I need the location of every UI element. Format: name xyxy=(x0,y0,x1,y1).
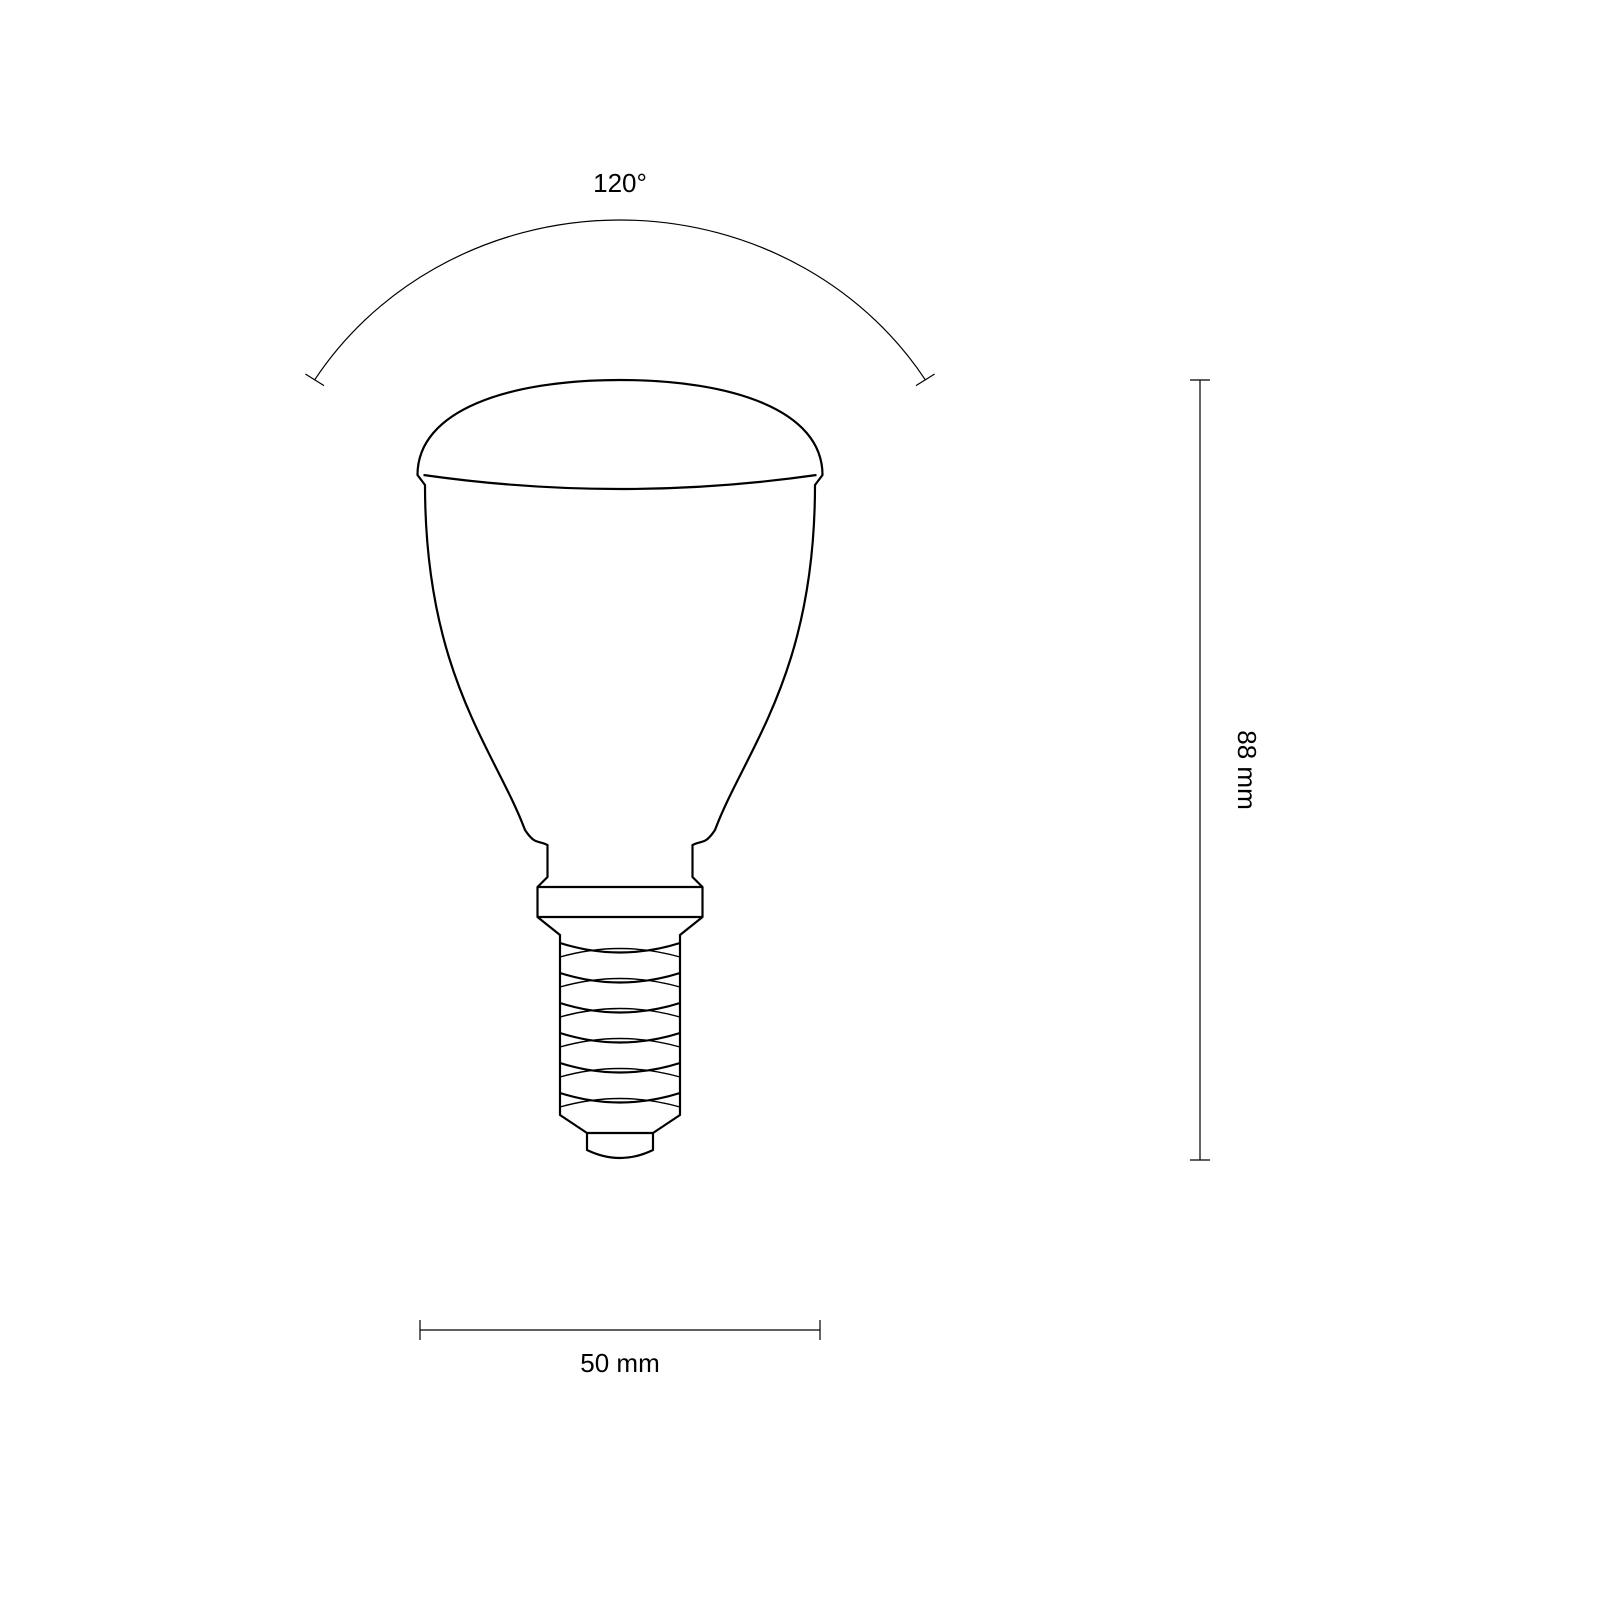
height-label: 88 mm xyxy=(1232,730,1262,809)
beam-angle-label: 120° xyxy=(593,168,647,198)
bulb-dimension-diagram: 120° 50 mm 88 mm xyxy=(0,0,1600,1600)
canvas-bg xyxy=(0,0,1600,1600)
width-label: 50 mm xyxy=(580,1348,659,1378)
